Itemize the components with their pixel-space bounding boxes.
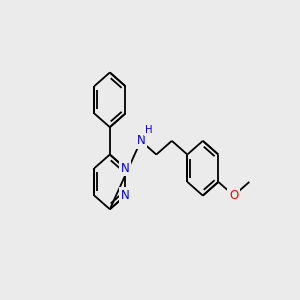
Text: H: H bbox=[145, 125, 152, 135]
Text: N: N bbox=[136, 134, 145, 147]
Text: N: N bbox=[121, 189, 130, 202]
Text: N: N bbox=[121, 162, 130, 175]
Text: O: O bbox=[229, 189, 239, 202]
